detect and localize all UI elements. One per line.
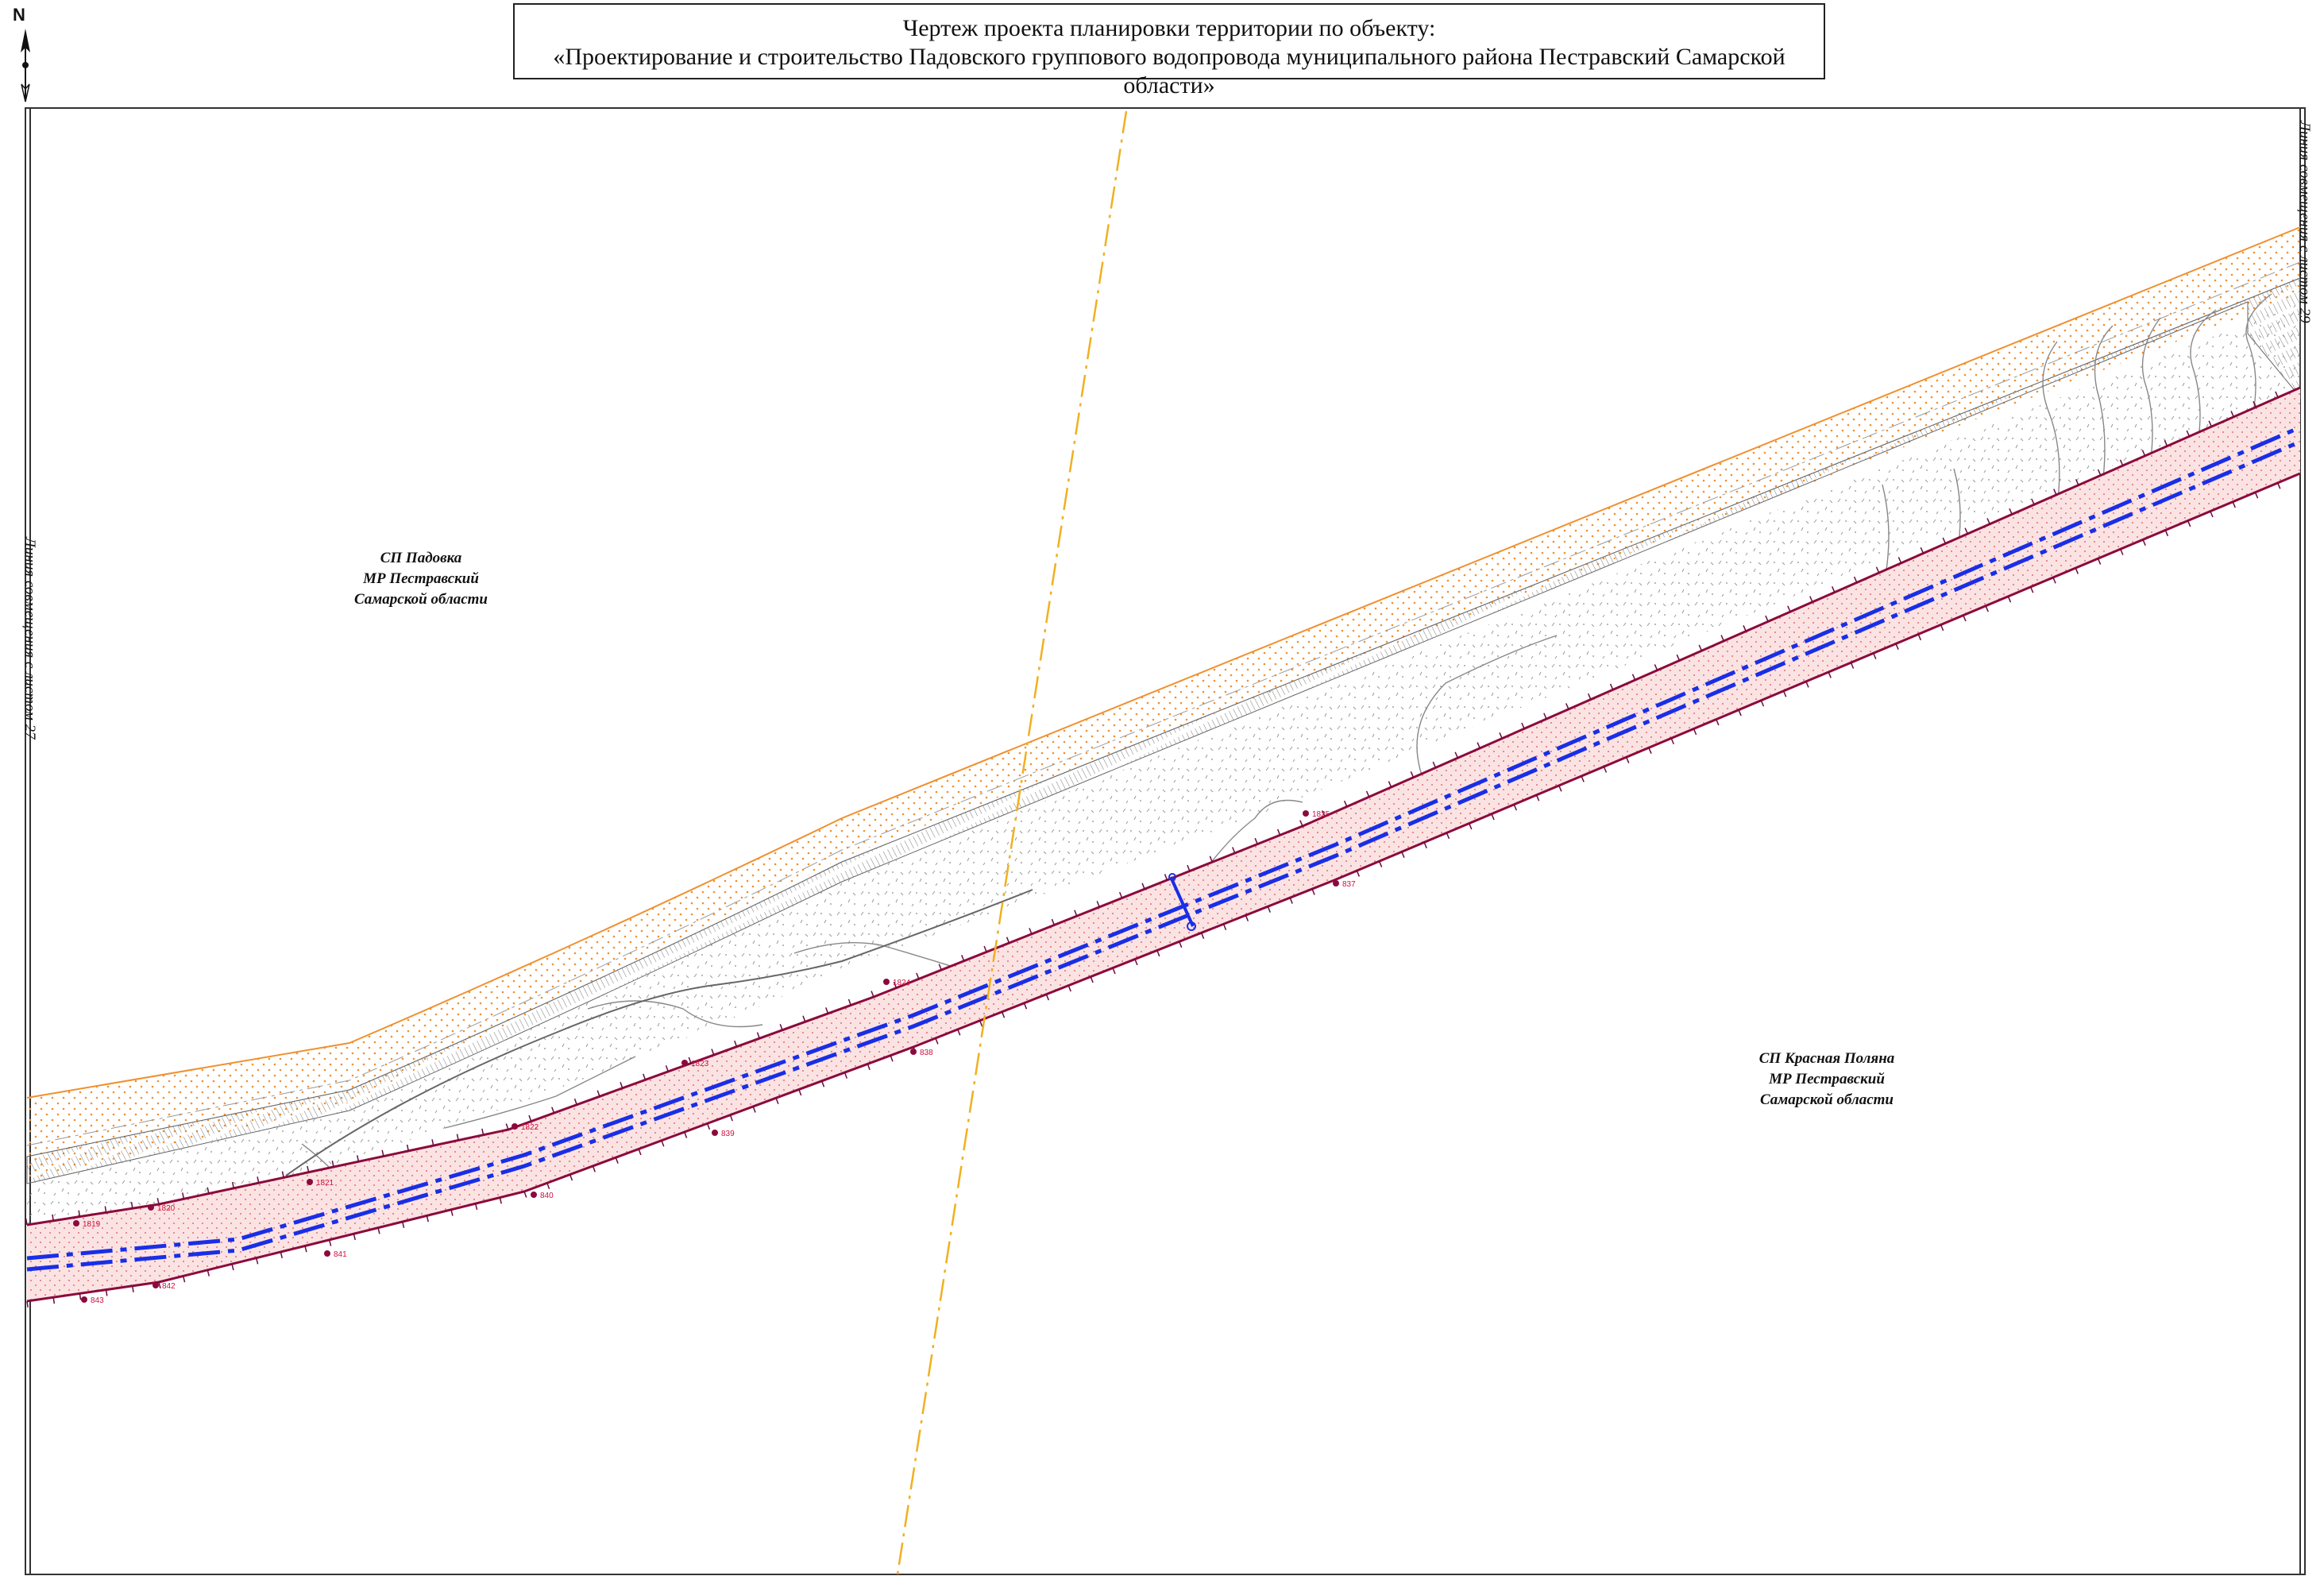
south-point-marker bbox=[712, 1130, 718, 1136]
pipeline-crossing-marker bbox=[1168, 873, 1196, 931]
south-point-marker bbox=[324, 1250, 330, 1257]
south-point-label: 840 bbox=[540, 1192, 554, 1200]
road-inner-line bbox=[26, 261, 2301, 1146]
south-point-marker bbox=[152, 1282, 159, 1288]
region-label-padovka: СП Падовка МР Пестравский Самарской обла… bbox=[334, 548, 508, 610]
south-point-label: 838 bbox=[920, 1049, 933, 1057]
north-point-label: 1822 bbox=[521, 1123, 539, 1132]
north-point-marker bbox=[1303, 810, 1309, 817]
south-point-label: 841 bbox=[334, 1250, 347, 1259]
north-point-label: 1821 bbox=[316, 1179, 334, 1188]
region-nw-line-3: Самарской области bbox=[353, 591, 488, 608]
match-line-label-left: Линия совмещения с листом 27 bbox=[21, 537, 38, 740]
match-line-label-right: Линия совмещения с листом 29 bbox=[2296, 121, 2313, 323]
north-point-marker bbox=[883, 979, 890, 985]
south-point-label: 843 bbox=[91, 1296, 104, 1305]
north-label: N bbox=[13, 5, 25, 25]
north-arrow: N bbox=[8, 5, 40, 108]
region-se-line-2: МР Пестравский bbox=[1769, 1071, 1885, 1087]
south-point-label: 842 bbox=[162, 1282, 176, 1291]
road-edge-line bbox=[26, 226, 2301, 1099]
north-point-label: 1820 bbox=[157, 1204, 176, 1213]
region-label-krasnaya-polyana: СП Красная Поляна МР Пестравский Самарск… bbox=[1724, 1049, 1930, 1111]
boundary-points: 1819 1820 1821 1822 1823 1824 1825 843 842 841 840… bbox=[73, 810, 1356, 1305]
region-nw-line-2: МР Пестравский bbox=[363, 570, 479, 587]
south-point-marker bbox=[910, 1049, 917, 1055]
north-point-marker bbox=[307, 1179, 313, 1185]
south-point-marker bbox=[1333, 880, 1339, 886]
title-line-1: Чертеж проекта планировки территории по … bbox=[902, 15, 1436, 41]
boundary-ticks bbox=[25, 391, 2281, 1308]
terrain-area bbox=[27, 302, 2300, 1231]
north-point-marker bbox=[512, 1123, 518, 1130]
right-of-way-zone bbox=[27, 388, 2300, 1301]
dirt-track bbox=[285, 889, 1033, 1176]
municipal-boundary-line bbox=[896, 110, 1128, 1575]
south-point-marker bbox=[81, 1296, 87, 1303]
region-se-line-1: СП Красная Поляна bbox=[1758, 1050, 1895, 1067]
pipeline-line-1 bbox=[26, 425, 2301, 1261]
north-point-marker bbox=[148, 1204, 154, 1211]
title-line-2: «Проектирование и строительство Падовско… bbox=[553, 44, 1785, 98]
south-red-line bbox=[26, 472, 2301, 1303]
north-point-marker bbox=[681, 1060, 688, 1066]
south-point-label: 837 bbox=[1342, 880, 1356, 889]
north-point-marker bbox=[73, 1220, 79, 1226]
north-arrow-icon bbox=[21, 29, 30, 102]
north-point-label: 1823 bbox=[691, 1060, 709, 1068]
pipeline-line-2 bbox=[26, 439, 2301, 1272]
north-point-label: 1824 bbox=[893, 979, 911, 987]
south-point-label: 839 bbox=[721, 1130, 735, 1138]
north-point-label: 1819 bbox=[83, 1220, 101, 1229]
north-point-label: 1825 bbox=[1312, 810, 1330, 819]
drawing-title-box: Чертеж проекта планировки территории по … bbox=[513, 3, 1825, 98]
south-point-marker bbox=[531, 1192, 537, 1198]
sheet-frame bbox=[25, 107, 2306, 1575]
region-nw-line-1: СП Падовка bbox=[380, 550, 462, 566]
region-se-line-3: Самарской области bbox=[1759, 1091, 1894, 1108]
road-embankment-zone bbox=[27, 227, 2300, 1180]
